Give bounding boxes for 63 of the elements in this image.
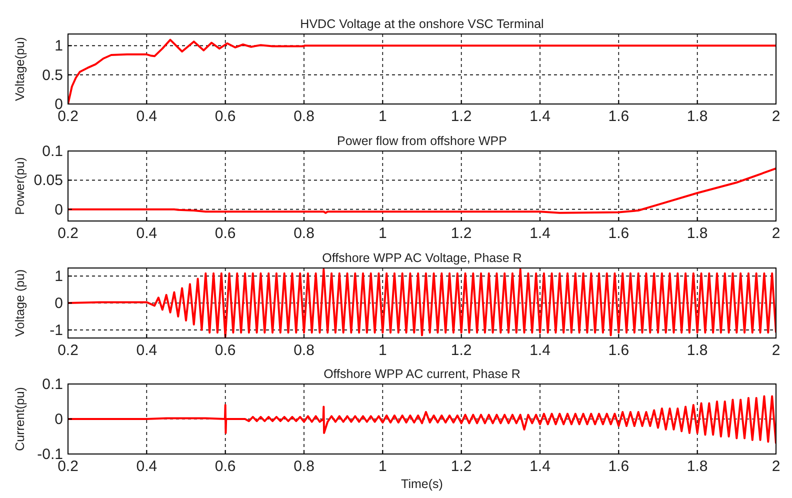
x-tick-label: 2	[772, 342, 780, 359]
x-tick-label: 1.8	[686, 342, 708, 359]
x-tick-label: 1.4	[530, 342, 550, 359]
x-tick-label: 2	[772, 458, 780, 475]
x-tick-label: 0.4	[136, 342, 158, 359]
x-tick-label: 1	[378, 225, 387, 242]
x-tick-label: 2	[772, 225, 780, 242]
chart-title: Power flow from offshore WPP	[337, 134, 507, 148]
x-tick-label: 1	[378, 342, 387, 359]
x-tick-label: 1.8	[686, 108, 708, 125]
x-tick-label: 1.6	[608, 458, 630, 475]
x-tick-label: 0.4	[136, 108, 158, 125]
y-tick-label: 0.1	[42, 376, 63, 393]
y-tick-label: -1	[50, 322, 63, 339]
x-tick-label: 2	[772, 108, 780, 125]
x-tick-label: 0.2	[58, 458, 78, 475]
chart-title: Offshore WPP AC current, Phase R	[324, 367, 520, 381]
y-axis-title: Current(pu)	[13, 387, 27, 451]
y-axis-title: Voltage (pu)	[13, 269, 27, 337]
y-tick-label: 0.05	[34, 172, 63, 190]
x-tick-label: 1.4	[530, 225, 550, 242]
y-axis-title: Voltage(pu)	[13, 37, 27, 101]
x-tick-label: 1.2	[450, 458, 472, 475]
x-tick-label: 0.8	[294, 108, 314, 125]
y-tick-label: 1	[54, 268, 63, 286]
x-tick-label: 1.2	[450, 108, 472, 125]
x-tick-label: 1	[378, 108, 387, 125]
x-tick-label: 0.8	[294, 225, 314, 242]
line-series	[68, 268, 776, 338]
line-series	[68, 168, 776, 214]
x-tick-label: 0.8	[294, 458, 314, 475]
x-tick-label: 1.8	[686, 458, 708, 475]
x-tick-label: 1.6	[608, 225, 630, 242]
y-tick-label: 0.5	[42, 66, 63, 84]
x-tick-label: 1.2	[450, 342, 472, 359]
x-tick-label: 1.8	[686, 225, 708, 242]
chart-title: Offshore WPP AC Voltage, Phase R	[322, 251, 522, 265]
chart-title: HVDC Voltage at the onshore VSC Terminal	[300, 17, 544, 31]
x-tick-label: 0.6	[214, 108, 236, 125]
x-tick-label: 1.2	[450, 225, 472, 242]
x-tick-label: 1.4	[530, 108, 550, 125]
y-tick-label: 0.1	[42, 143, 63, 160]
y-tick-label: 1	[54, 38, 63, 55]
y-tick-label: 0	[54, 201, 63, 218]
x-tick-label: 0.2	[58, 108, 78, 125]
y-axis-title: Power(pu)	[13, 157, 27, 215]
x-tick-label: 1	[378, 458, 387, 475]
x-tick-label: 0.2	[58, 342, 78, 359]
line-series	[68, 38, 776, 104]
y-tick-label: 0	[54, 411, 63, 428]
x-tick-label: 0.4	[136, 458, 158, 475]
line-series	[68, 395, 776, 444]
x-tick-label: 0.4	[136, 225, 158, 242]
x-tick-label: 1.6	[608, 342, 630, 359]
x-tick-label: 1.4	[530, 458, 550, 475]
x-tick-label: 0.2	[58, 225, 78, 242]
x-axis-title: Time(s)	[401, 477, 443, 491]
x-tick-label: 1.6	[608, 108, 630, 125]
x-tick-label: 0.6	[214, 225, 236, 242]
x-tick-label: 0.8	[294, 342, 314, 359]
y-tick-label: 0	[54, 295, 63, 312]
x-tick-label: 0.6	[214, 458, 236, 475]
x-tick-label: 0.6	[214, 342, 236, 359]
